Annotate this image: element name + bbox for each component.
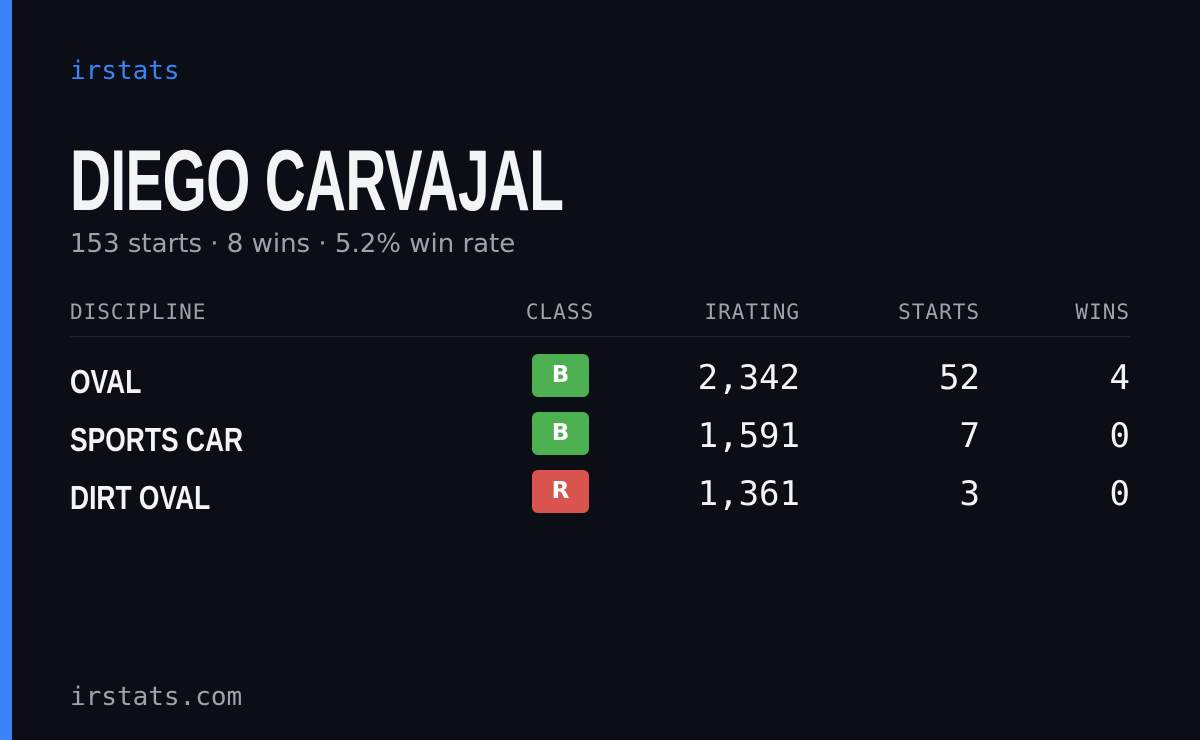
footer: irstats.com xyxy=(70,682,243,712)
class-badge: B xyxy=(532,412,589,455)
starts-value: 52 xyxy=(939,358,980,398)
header-rule xyxy=(70,336,1130,337)
irating-value: 1,591 xyxy=(697,416,800,456)
discipline: SPORTS CAR xyxy=(70,421,244,458)
starts-value: 3 xyxy=(959,474,980,514)
irating-value: 1,361 xyxy=(697,474,800,514)
column-header: CLASS xyxy=(525,300,595,324)
wins-value: 0 xyxy=(1109,474,1130,514)
starts-value: 7 xyxy=(959,416,980,456)
driver-name: DIEGO CARVAJAL xyxy=(70,133,564,229)
class-badge: R xyxy=(532,470,589,513)
column-header: STARTS xyxy=(898,300,980,324)
driver-summary: 153 starts · 8 wins · 5.2% win rate xyxy=(70,229,516,259)
accent-bar xyxy=(0,0,12,740)
discipline: DIRT OVAL xyxy=(70,479,211,516)
column-header: IRATING xyxy=(704,300,800,324)
irating-value: 2,342 xyxy=(697,358,800,398)
discipline: OVAL xyxy=(70,363,142,400)
wins-value: 4 xyxy=(1109,358,1130,398)
brand: irstats xyxy=(70,56,180,86)
class-badge: B xyxy=(532,354,589,397)
column-header: DISCIPLINE xyxy=(70,300,207,324)
column-header: WINS xyxy=(1075,300,1130,324)
wins-value: 0 xyxy=(1109,416,1130,456)
